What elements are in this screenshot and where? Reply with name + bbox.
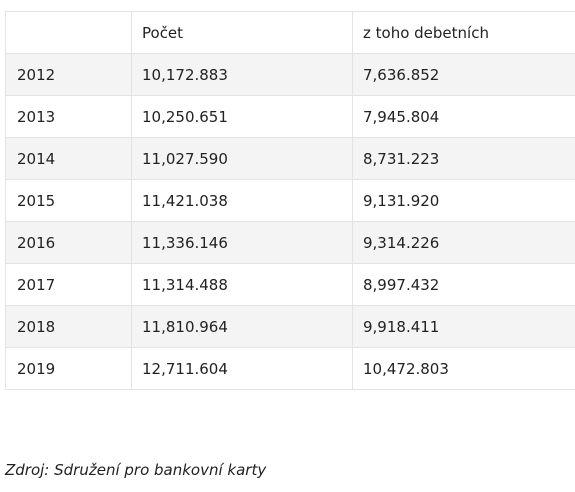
header-count: Počet [131,11,353,54]
data-table-container: Počet z toho debetních 2012 10,172.883 7… [5,11,575,390]
cell-debit: 8,997.432 [352,263,575,306]
card-count-table: Počet z toho debetních 2012 10,172.883 7… [5,11,575,390]
table-header-row: Počet z toho debetních [5,11,575,54]
cell-year: 2016 [5,221,132,264]
table-row: 2015 11,421.038 9,131.920 [5,179,575,222]
cell-count: 11,336.146 [131,221,353,264]
cell-count: 12,711.604 [131,347,353,390]
cell-debit: 10,472.803 [352,347,575,390]
cell-debit: 9,918.411 [352,305,575,348]
cell-year: 2015 [5,179,132,222]
cell-count: 11,810.964 [131,305,353,348]
cell-count: 11,027.590 [131,137,353,180]
table-row: 2012 10,172.883 7,636.852 [5,53,575,96]
source-caption: Zdroj: Sdružení pro bankovní karty [5,461,267,479]
table-row: 2013 10,250.651 7,945.804 [5,95,575,138]
table-row: 2018 11,810.964 9,918.411 [5,305,575,348]
cell-year: 2014 [5,137,132,180]
cell-debit: 8,731.223 [352,137,575,180]
cell-count: 10,250.651 [131,95,353,138]
cell-debit: 9,131.920 [352,179,575,222]
cell-count: 11,421.038 [131,179,353,222]
cell-debit: 9,314.226 [352,221,575,264]
cell-year: 2019 [5,347,132,390]
table-row: 2019 12,711.604 10,472.803 [5,347,575,390]
cell-year: 2013 [5,95,132,138]
table-row: 2016 11,336.146 9,314.226 [5,221,575,264]
cell-debit: 7,945.804 [352,95,575,138]
header-year [5,11,132,54]
cell-count: 11,314.488 [131,263,353,306]
header-debit: z toho debetních [352,11,575,54]
cell-count: 10,172.883 [131,53,353,96]
cell-year: 2017 [5,263,132,306]
cell-year: 2018 [5,305,132,348]
table-row: 2017 11,314.488 8,997.432 [5,263,575,306]
cell-debit: 7,636.852 [352,53,575,96]
cell-year: 2012 [5,53,132,96]
table-row: 2014 11,027.590 8,731.223 [5,137,575,180]
